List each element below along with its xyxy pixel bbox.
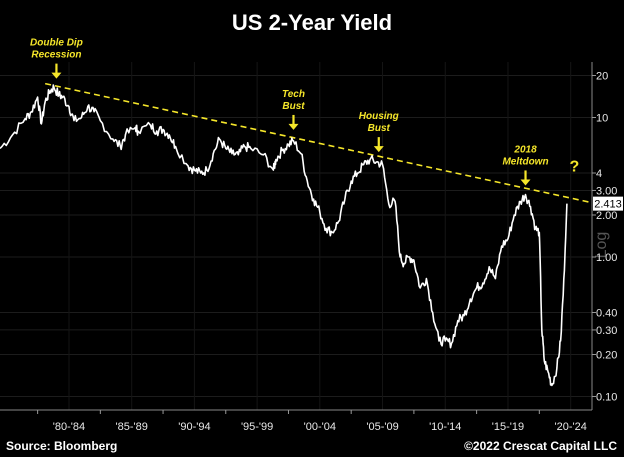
y-tick-label: 0.30 xyxy=(596,325,617,337)
last-value-box xyxy=(593,196,623,211)
last-value-label: 2.413 xyxy=(594,199,622,211)
y-tick-label: 20 xyxy=(596,71,608,83)
x-tick-label: '00-'04 xyxy=(304,421,336,433)
annotation-label: Bust xyxy=(368,123,391,134)
annotation-label: Recession xyxy=(31,50,81,61)
y-tick-label: 0.10 xyxy=(596,391,617,403)
y-tick-labels: 20 10 4 3.00 2.00 1.00 0.40 0.30 0.20 0.10 xyxy=(592,71,617,403)
last-value-marker: 2.413 xyxy=(593,196,623,211)
copyright-label: ©2022 Crescat Capital LLC xyxy=(464,439,617,453)
x-tick-label: '20-'24 xyxy=(555,421,587,433)
annotation-arrow-head xyxy=(520,179,531,186)
annotation-label: Double Dip xyxy=(30,38,83,49)
x-tick-label: '15-'19 xyxy=(492,421,524,433)
source-label: Source: Bloomberg xyxy=(6,439,117,453)
x-tick-label: '05-'09 xyxy=(366,421,398,433)
annotation-arrow-head xyxy=(373,146,384,153)
annotation-label: Meltdown xyxy=(502,156,548,167)
y-tick-label: 3.00 xyxy=(596,185,617,197)
y-tick-label: 10 xyxy=(596,113,608,125)
x-tick-label: '10-'14 xyxy=(429,421,461,433)
annotation-question-mark: ? xyxy=(570,158,580,175)
annotation-arrow-head xyxy=(288,123,299,130)
x-tick-label: '90-'94 xyxy=(178,421,210,433)
x-tick-label: '80-'84 xyxy=(53,421,85,433)
x-tick-label: '95-'99 xyxy=(241,421,273,433)
x-tick-labels: '80-'84 '85-'89 '90-'94 '95-'99 '00-'04 '05-'… xyxy=(37,410,587,433)
y-tick-label: 0.40 xyxy=(596,308,617,320)
y-tick-label: 2.00 xyxy=(596,210,617,222)
trendline xyxy=(44,82,593,204)
annotation-arrow-head xyxy=(51,72,62,79)
chart-title: US 2-Year Yield xyxy=(232,10,392,35)
y-tick-label: 1.00 xyxy=(596,252,617,264)
series-line-us-2y-yield xyxy=(0,84,568,387)
annotation-label: Bust xyxy=(282,101,305,112)
annotation-label: Housing xyxy=(359,111,399,122)
annotation-label: 2018 xyxy=(513,144,537,155)
x-tick-label: '85-'89 xyxy=(116,421,148,433)
annotation-label: Tech xyxy=(282,89,305,100)
log-scale-watermark: Log xyxy=(593,232,610,259)
y-tick-label: 0.20 xyxy=(596,349,617,361)
axes xyxy=(0,62,593,411)
annotations: Double DipRecessionTechBustHousingBust20… xyxy=(30,38,579,186)
y-tick-label: 4 xyxy=(596,168,602,180)
